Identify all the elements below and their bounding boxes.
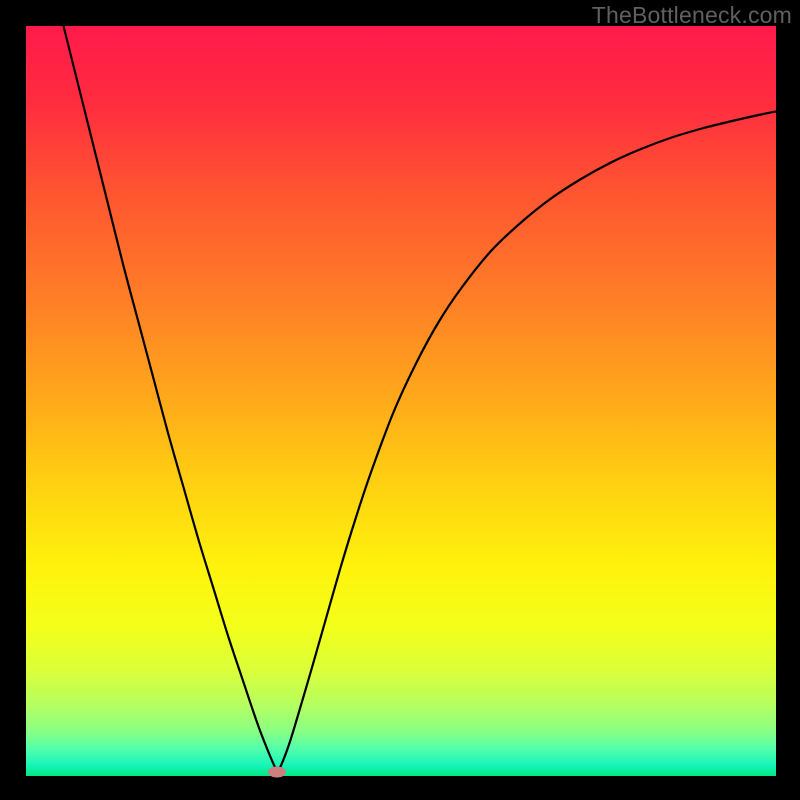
bottleneck-curve [26,26,776,776]
optimal-point-marker [268,766,286,777]
watermark-text: TheBottleneck.com [592,2,792,29]
chart-canvas: TheBottleneck.com [0,0,800,800]
plot-area [26,26,776,776]
